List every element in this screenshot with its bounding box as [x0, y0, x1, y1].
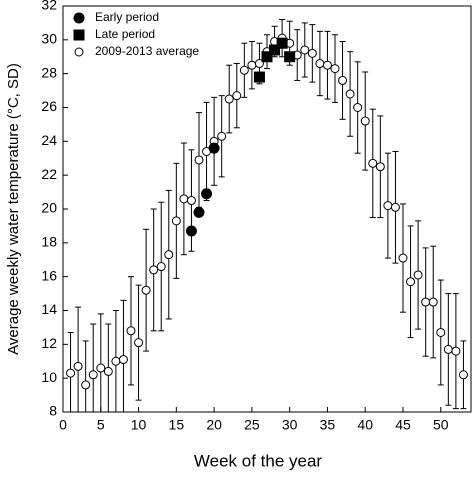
y-tick-label: 12 [41, 335, 57, 351]
marker [232, 91, 242, 101]
marker [194, 155, 204, 165]
marker [149, 265, 159, 275]
y-tick-label: 20 [41, 200, 57, 216]
marker [118, 355, 128, 365]
x-tick-label: 35 [320, 417, 336, 433]
marker [368, 158, 378, 168]
y-axis-label: Average weekly water temperature (°C, SD… [5, 63, 22, 355]
marker [201, 188, 213, 200]
legend-marker [73, 12, 85, 24]
marker [284, 51, 296, 63]
marker [134, 338, 144, 348]
x-tick-label: 50 [433, 417, 449, 433]
y-tick-label: 16 [41, 267, 57, 283]
marker [353, 103, 363, 112]
x-tick-label: 45 [395, 417, 411, 433]
marker [383, 201, 393, 211]
marker [224, 94, 234, 104]
legend-label: 2009-2013 average [95, 44, 199, 58]
y-tick-label: 30 [41, 31, 57, 47]
marker [330, 64, 340, 74]
x-axis-label: Week of the year [194, 451, 323, 470]
y-tick-label: 22 [41, 166, 57, 182]
legend-marker [73, 29, 85, 41]
y-tick-label: 14 [41, 301, 57, 317]
marker [300, 45, 310, 55]
x-tick-label: 0 [59, 417, 67, 433]
marker [261, 51, 273, 63]
x-tick-label: 15 [169, 417, 185, 433]
marker [413, 270, 423, 280]
marker [141, 285, 151, 295]
marker [436, 327, 446, 337]
legend-label: Late period [95, 27, 155, 41]
marker [66, 368, 76, 378]
legend-marker [74, 47, 84, 57]
y-tick-label: 28 [41, 64, 57, 80]
y-tick-label: 18 [41, 234, 57, 250]
marker [375, 162, 385, 172]
marker [88, 370, 98, 380]
marker [390, 202, 400, 212]
marker [338, 75, 348, 85]
marker [103, 366, 113, 376]
marker [171, 216, 181, 226]
x-tick-label: 10 [131, 417, 147, 433]
marker [406, 277, 416, 287]
marker [276, 37, 288, 49]
marker [322, 60, 332, 70]
marker [307, 48, 317, 58]
marker [96, 363, 106, 373]
x-tick-label: 25 [244, 417, 260, 433]
x-tick-label: 5 [97, 417, 105, 433]
marker [345, 89, 355, 99]
marker [73, 361, 83, 371]
marker [185, 225, 197, 237]
marker [451, 346, 461, 356]
marker [269, 44, 281, 56]
marker [186, 196, 196, 206]
x-tick-label: 30 [282, 417, 298, 433]
marker [208, 142, 220, 154]
marker [254, 59, 264, 69]
plot-area [66, 19, 468, 412]
marker [443, 344, 453, 354]
y-tick-label: 8 [49, 403, 57, 419]
y-tick-label: 24 [41, 132, 57, 148]
y-tick-label: 26 [41, 98, 57, 114]
marker [193, 206, 205, 218]
marker [428, 297, 438, 307]
marker [81, 380, 91, 390]
marker [156, 262, 166, 272]
marker [179, 194, 189, 204]
marker [398, 253, 408, 263]
marker [217, 131, 227, 141]
marker [360, 116, 370, 126]
legend-label: Early period [95, 10, 159, 24]
marker [421, 297, 431, 307]
marker [315, 59, 325, 69]
y-tick-label: 10 [41, 369, 57, 385]
marker [164, 250, 174, 260]
marker [239, 65, 249, 75]
y-tick-label: 32 [41, 0, 57, 13]
marker [458, 370, 468, 380]
x-tick-label: 20 [206, 417, 222, 433]
marker [126, 326, 136, 336]
marker [247, 60, 257, 70]
marker [253, 71, 265, 83]
x-tick-label: 40 [357, 417, 373, 433]
marker [111, 356, 121, 366]
